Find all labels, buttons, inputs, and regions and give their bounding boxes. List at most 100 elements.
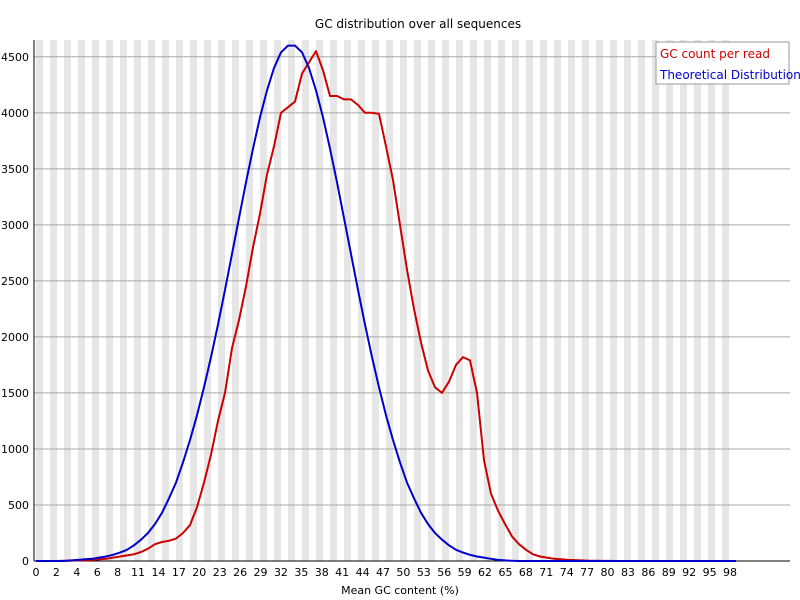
plot-band	[400, 40, 407, 561]
legend-entry-theoretical: Theoretical Distribution	[659, 68, 800, 82]
x-tick-label: 68	[519, 566, 533, 579]
grid-lines	[34, 56, 790, 562]
x-tick-label: 2	[53, 566, 60, 579]
plot-band	[428, 40, 435, 561]
x-tick-label: 89	[662, 566, 676, 579]
y-tick-label: 4000	[1, 107, 29, 120]
y-tick-label: 1500	[1, 387, 29, 400]
plot-band	[498, 40, 505, 561]
x-tick-label: 35	[294, 566, 308, 579]
y-tick-label: 2500	[1, 275, 29, 288]
plot-band	[344, 40, 351, 561]
plot-band	[106, 40, 113, 561]
plot-band	[680, 40, 687, 561]
plot-band	[64, 40, 71, 561]
plot-band	[176, 40, 183, 561]
plot-band	[372, 40, 379, 561]
x-tick-label: 92	[682, 566, 696, 579]
plot-band	[442, 40, 449, 561]
x-tick-label: 56	[437, 566, 451, 579]
plot-band	[694, 40, 701, 561]
plot-band	[162, 40, 169, 561]
x-tick-label: 32	[274, 566, 288, 579]
plot-band	[582, 40, 589, 561]
x-tick-label: 71	[539, 566, 553, 579]
x-tick-label: 14	[151, 566, 165, 579]
plot-band	[624, 40, 631, 561]
plot-band	[358, 40, 365, 561]
plot-band	[316, 40, 323, 561]
x-tick-label: 47	[376, 566, 390, 579]
x-tick-label: 77	[580, 566, 594, 579]
plot-band	[554, 40, 561, 561]
plot-band	[722, 40, 729, 561]
x-tick-label: 59	[458, 566, 472, 579]
x-tick-label: 44	[356, 566, 370, 579]
y-tick-label: 3500	[1, 163, 29, 176]
plot-band	[568, 40, 575, 561]
x-tick-label: 20	[192, 566, 206, 579]
y-tick-label: 0	[22, 555, 29, 568]
x-tick-label: 41	[335, 566, 349, 579]
x-tick-label: 4	[73, 566, 80, 579]
y-tick-label: 4500	[1, 51, 29, 64]
x-tick-label: 11	[131, 566, 145, 579]
plot-band	[50, 40, 57, 561]
plot-band	[386, 40, 393, 561]
plot-background-bands	[36, 40, 729, 561]
plot-band	[260, 40, 267, 561]
x-tick-label: 38	[315, 566, 329, 579]
y-tick-label: 3000	[1, 219, 29, 232]
x-tick-label: 74	[560, 566, 574, 579]
plot-band	[204, 40, 211, 561]
plot-band	[134, 40, 141, 561]
series-line-theoretical	[36, 44, 736, 562]
y-tick-labels: 0 500 1000 1500 2000 2500 3000 3500 4000 4500	[1, 51, 29, 568]
plot-band	[36, 40, 43, 561]
y-tick-label: 500	[8, 499, 29, 512]
x-tick-label: 26	[233, 566, 247, 579]
series-lines	[36, 44, 736, 562]
x-tick-label: 53	[417, 566, 431, 579]
x-tick-label: 95	[703, 566, 717, 579]
x-tick-label: 23	[213, 566, 227, 579]
plot-band	[218, 40, 225, 561]
chart-title: GC distribution over all sequences	[315, 17, 521, 31]
x-tick-label: 8	[114, 566, 121, 579]
x-tick-label: 83	[621, 566, 635, 579]
plot-band	[540, 40, 547, 561]
legend-box	[655, 41, 790, 85]
plot-band	[92, 40, 99, 561]
plot-band	[246, 40, 253, 561]
plot-band	[414, 40, 421, 561]
x-tick-label: 80	[601, 566, 615, 579]
plot-band	[512, 40, 519, 561]
plot-band	[484, 40, 491, 561]
plot-band	[148, 40, 155, 561]
legend-entry-gc-count: GC count per read	[660, 47, 770, 61]
plot-band	[232, 40, 239, 561]
plot-band	[708, 40, 715, 561]
plot-band	[638, 40, 645, 561]
y-tick-label: 1000	[1, 443, 29, 456]
x-tick-label: 65	[498, 566, 512, 579]
legend: GC count per read Theoretical Distributi…	[655, 41, 800, 85]
x-axis-label: Mean GC content (%)	[341, 584, 459, 597]
plot-band	[526, 40, 533, 561]
plot-band	[274, 40, 281, 561]
x-tick-label: 6	[94, 566, 101, 579]
x-tick-label: 29	[254, 566, 268, 579]
plot-band	[456, 40, 463, 561]
plot-band	[330, 40, 337, 561]
x-tick-label: 98	[723, 566, 737, 579]
plot-band	[652, 40, 659, 561]
plot-band	[302, 40, 309, 561]
plot-band	[288, 40, 295, 561]
plot-band	[596, 40, 603, 561]
plot-band	[610, 40, 617, 561]
plot-band	[666, 40, 673, 561]
x-tick-labels: 0 2 4 6 8 11 14 17 20 23 26 29 32 35 38 41 44 47 50 53 56 59 6…	[33, 566, 738, 579]
x-tick-label: 17	[172, 566, 186, 579]
x-tick-label: 86	[641, 566, 655, 579]
